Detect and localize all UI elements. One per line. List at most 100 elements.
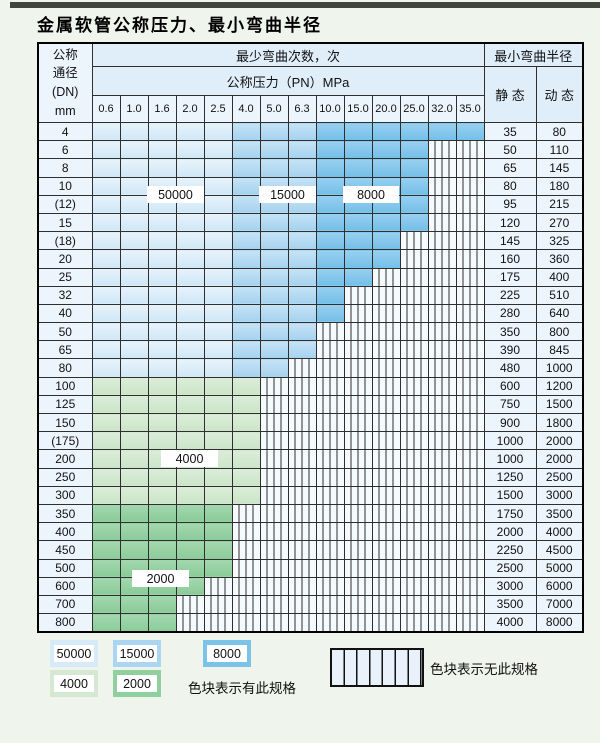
dn-cell: 25 xyxy=(37,267,93,287)
pressure-cell-unavailable xyxy=(455,212,485,233)
pressure-cell-unavailable xyxy=(343,503,373,524)
pressure-cell-available xyxy=(287,121,317,142)
dynamic-radius-cell: 2500 xyxy=(535,467,584,487)
pressure-cell-available xyxy=(147,249,177,269)
pressure-cell-available xyxy=(287,285,317,305)
pressure-cell-unavailable xyxy=(343,285,373,305)
pressure-cell-available xyxy=(119,394,149,415)
pressure-cell-available xyxy=(259,358,289,378)
pressure-cell-available xyxy=(91,176,121,196)
dn-cell: 50 xyxy=(37,322,93,342)
legend-swatch-8000: 8000 xyxy=(203,640,251,667)
static-radius-cell: 4000 xyxy=(483,613,537,633)
pressure-cell-available xyxy=(231,267,261,287)
static-radius-cell: 2000 xyxy=(483,522,537,542)
pressure-cell-unavailable xyxy=(371,394,401,415)
legend-label-2000: 2000 xyxy=(117,675,157,692)
legend-swatch-2000: 2000 xyxy=(113,670,161,697)
pressure-cell-unavailable xyxy=(427,576,457,596)
pressure-cell-available xyxy=(119,176,149,196)
pressure-cell-available xyxy=(259,249,289,269)
pressure-cell-unavailable xyxy=(371,376,401,396)
pressure-cell-available xyxy=(175,431,205,451)
dynamic-radius-cell: 2000 xyxy=(535,449,584,469)
pressure-header: 公称压力（PN）MPa xyxy=(91,66,485,96)
pressure-cell-unavailable xyxy=(455,503,485,524)
pressure-cell-unavailable xyxy=(315,376,345,396)
dn-cell: (12) xyxy=(37,194,93,214)
pressure-cell-unavailable xyxy=(455,613,485,633)
dynamic-radius-cell: 180 xyxy=(535,176,584,196)
region-label-8000: 8000 xyxy=(343,186,399,203)
pressure-cell-unavailable xyxy=(287,467,317,487)
pressure-cell-available xyxy=(175,303,205,324)
dynamic-radius-cell: 360 xyxy=(535,249,584,269)
pressure-cell-available xyxy=(315,212,345,233)
dynamic-radius-cell: 400 xyxy=(535,267,584,287)
pressure-tick: 35.0 xyxy=(455,95,485,123)
pressure-cell-available xyxy=(203,140,233,160)
pressure-cell-unavailable xyxy=(427,358,457,378)
static-radius-cell: 600 xyxy=(483,376,537,396)
pressure-cell-unavailable xyxy=(427,449,457,469)
pressure-cell-unavailable xyxy=(287,576,317,596)
pressure-cell-unavailable xyxy=(371,285,401,305)
pressure-cell-available xyxy=(147,358,177,378)
pressure-cell-unavailable xyxy=(371,613,401,633)
dn-cell: 8 xyxy=(37,158,93,178)
static-radius-cell: 175 xyxy=(483,267,537,287)
table-row: 125 750 1500 xyxy=(37,394,584,415)
pressure-cell-available xyxy=(119,503,149,524)
pressure-cell-unavailable xyxy=(315,558,345,578)
table-row: 8 65 145 xyxy=(37,158,584,178)
pressure-cell-unavailable xyxy=(427,394,457,415)
pressure-cell-unavailable xyxy=(399,522,429,542)
table-row: 600 3000 6000 xyxy=(37,576,584,596)
dynamic-radius-cell: 7000 xyxy=(535,594,584,615)
pressure-cell-available xyxy=(119,449,149,469)
pressure-cell-available xyxy=(203,467,233,487)
pressure-cell-unavailable xyxy=(427,594,457,615)
pressure-cell-available xyxy=(119,121,149,142)
pressure-cell-available xyxy=(91,340,121,360)
dn-cell: 500 xyxy=(37,558,93,578)
pressure-cell-available xyxy=(91,522,121,542)
pressure-cell-unavailable xyxy=(315,358,345,378)
pressure-cell-available xyxy=(203,522,233,542)
pressure-cell-unavailable xyxy=(455,340,485,360)
pressure-cell-available xyxy=(231,121,261,142)
pressure-cell-available xyxy=(91,249,121,269)
pressure-cell-available xyxy=(175,358,205,378)
pressure-cell-unavailable xyxy=(371,431,401,451)
pressure-cell-available xyxy=(91,467,121,487)
pressure-cell-unavailable xyxy=(371,267,401,287)
pressure-cell-unavailable xyxy=(343,467,373,487)
pressure-cell-available xyxy=(231,158,261,178)
pressure-cell-unavailable xyxy=(455,449,485,469)
pressure-cell-available xyxy=(91,485,121,505)
pressure-cell-available xyxy=(91,613,121,633)
pressure-cell-unavailable xyxy=(259,576,289,596)
pressure-cell-unavailable xyxy=(343,540,373,560)
pressure-cell-unavailable xyxy=(315,540,345,560)
static-radius-cell: 120 xyxy=(483,212,537,233)
pressure-cell-available xyxy=(287,267,317,287)
pressure-cell-unavailable xyxy=(287,449,317,469)
pressure-cell-unavailable xyxy=(455,594,485,615)
pressure-cell-available xyxy=(343,267,373,287)
pressure-cell-available xyxy=(119,231,149,251)
pressure-cell-unavailable xyxy=(343,412,373,433)
dn-header-line: mm xyxy=(54,103,76,118)
pressure-cell-available xyxy=(371,121,401,142)
pressure-cell-available xyxy=(203,394,233,415)
pressure-cell-unavailable xyxy=(343,613,373,633)
dynamic-radius-cell: 4500 xyxy=(535,540,584,560)
pressure-cell-available xyxy=(343,212,373,233)
pressure-cell-available xyxy=(119,594,149,615)
static-radius-cell: 900 xyxy=(483,412,537,433)
pressure-cell-unavailable xyxy=(455,267,485,287)
dn-header-line: 通径 xyxy=(52,66,78,81)
legend-label-50000: 50000 xyxy=(54,645,94,662)
pressure-cell-unavailable xyxy=(315,394,345,415)
pressure-cell-unavailable xyxy=(399,340,429,360)
